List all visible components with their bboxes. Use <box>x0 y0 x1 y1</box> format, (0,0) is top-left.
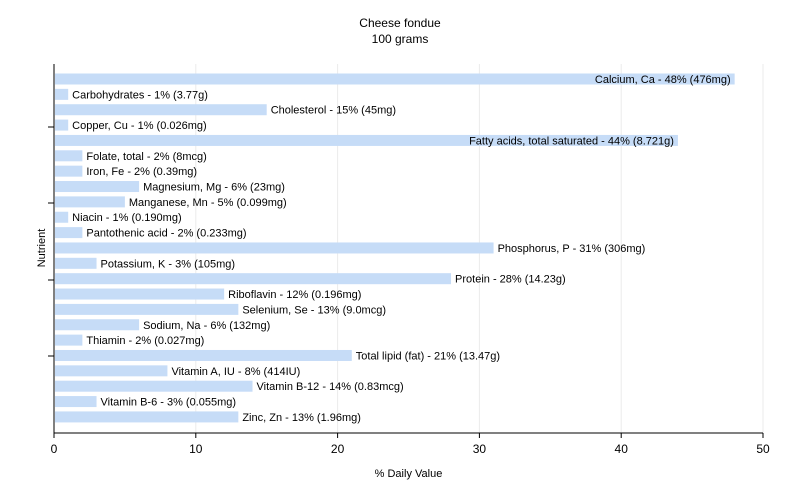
bar-label: Carbohydrates - 1% (3.77g) <box>72 89 208 101</box>
bar <box>55 334 83 346</box>
bar <box>55 181 140 193</box>
bar-label: Iron, Fe - 2% (0.39mg) <box>86 166 197 178</box>
bar-label: Potassium, K - 3% (105mg) <box>101 258 236 270</box>
bar-label: Vitamin A, IU - 8% (414IU) <box>171 366 300 378</box>
bar <box>55 211 69 223</box>
bar <box>55 380 253 392</box>
bar <box>55 349 352 361</box>
bar <box>55 150 83 162</box>
bar-label: Vitamin B-6 - 3% (0.055mg) <box>101 397 237 409</box>
bar-label: Fatty acids, total saturated - 44% (8.72… <box>469 135 674 147</box>
bar <box>55 119 69 131</box>
bar-label: Total lipid (fat) - 21% (13.47g) <box>356 350 500 362</box>
x-tick-label: 50 <box>756 442 770 456</box>
x-tick-label: 30 <box>473 442 487 456</box>
bar <box>55 273 452 285</box>
bar-label: Calcium, Ca - 48% (476mg) <box>595 74 731 86</box>
bar <box>55 104 267 116</box>
bar-label: Vitamin B-12 - 14% (0.83mcg) <box>257 381 404 393</box>
bar-label: Protein - 28% (14.23g) <box>455 274 566 286</box>
bar <box>55 242 494 254</box>
bar <box>55 73 735 85</box>
bar <box>55 319 140 331</box>
bar-label: Magnesium, Mg - 6% (23mg) <box>143 182 285 194</box>
y-axis-label: Nutrient <box>36 229 48 268</box>
bar <box>55 303 239 315</box>
bar-label: Pantothenic acid - 2% (0.233mg) <box>86 228 246 240</box>
bar-label: Folate, total - 2% (8mcg) <box>86 151 206 163</box>
bar-label: Cholesterol - 15% (45mg) <box>271 105 396 117</box>
bar-label: Copper, Cu - 1% (0.026mg) <box>72 120 207 132</box>
bar <box>55 396 97 408</box>
bar-label: Thiamin - 2% (0.027mg) <box>86 335 204 347</box>
bar <box>55 165 83 177</box>
bar-label: Riboflavin - 12% (0.196mg) <box>228 289 361 301</box>
bar-label: Phosphorus, P - 31% (306mg) <box>498 243 646 255</box>
x-tick-label: 20 <box>331 442 345 456</box>
x-tick-label: 0 <box>51 442 58 456</box>
chart-title: Cheese fondue <box>359 16 441 30</box>
bar-label: Sodium, Na - 6% (132mg) <box>143 320 270 332</box>
bar-label: Selenium, Se - 13% (9.0mcg) <box>242 304 386 316</box>
bar <box>55 134 678 146</box>
x-axis-label: % Daily Value <box>375 468 443 480</box>
bar <box>55 365 168 377</box>
bar <box>55 196 125 208</box>
bar <box>55 288 225 300</box>
bar <box>55 257 97 269</box>
bar-label: Niacin - 1% (0.190mg) <box>72 212 181 224</box>
bar-label: Zinc, Zn - 13% (1.96mg) <box>242 412 361 424</box>
bar <box>55 227 83 239</box>
bar <box>55 411 239 423</box>
chart-subtitle: 100 grams <box>371 32 429 46</box>
x-tick-label: 10 <box>189 442 203 456</box>
bar-label: Manganese, Mn - 5% (0.099mg) <box>129 197 287 209</box>
bar <box>55 88 69 100</box>
x-tick-label: 40 <box>615 442 629 456</box>
